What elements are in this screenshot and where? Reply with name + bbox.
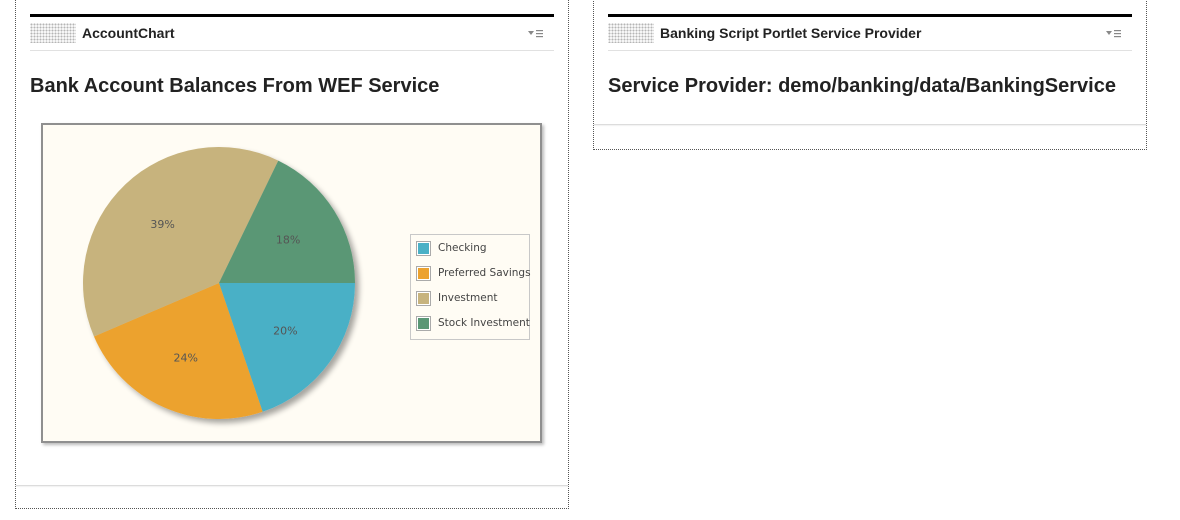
menu-icon[interactable]	[1106, 27, 1122, 39]
legend-label: Checking	[438, 242, 487, 254]
pie-slice-stock-investment[interactable]	[219, 160, 355, 283]
service-provider-heading: Service Provider: demo/banking/data/Bank…	[608, 75, 1116, 97]
portlet-footer-divider	[594, 124, 1146, 125]
account-chart-portlet-frame: AccountChart Bank Account Balances From …	[15, 0, 569, 509]
portlet-footer-divider	[16, 485, 568, 486]
portlet-title: Banking Script Portlet Service Provider	[660, 25, 922, 41]
legend-label: Preferred Savings	[438, 267, 531, 279]
drag-handle-icon[interactable]	[30, 23, 76, 43]
legend-swatch	[416, 316, 431, 331]
legend-label: Stock Investment	[438, 317, 530, 329]
account-chart-portlet: AccountChart Bank Account Balances From …	[30, 14, 554, 97]
legend-swatch	[416, 241, 431, 256]
pie-slice-label: 39%	[150, 218, 174, 231]
chart-legend: Checking Preferred Savings Investment Stock…	[410, 234, 531, 340]
pie-slice-label: 24%	[174, 352, 198, 365]
legend-label: Investment	[438, 292, 498, 304]
page-heading: Bank Account Balances From WEF Service	[30, 75, 440, 97]
pie-slice-label: 18%	[276, 234, 300, 247]
service-provider-portlet: Banking Script Portlet Service Provider …	[608, 14, 1132, 97]
menu-icon[interactable]	[528, 27, 544, 39]
pie-slice-checking[interactable]	[219, 283, 355, 412]
drag-handle-icon[interactable]	[608, 23, 654, 43]
legend-swatch	[416, 266, 431, 281]
portlet-header: Banking Script Portlet Service Provider	[608, 17, 1132, 51]
pie-chart-svg: 20% 24% 39% 18%	[83, 147, 355, 419]
portlet-title: AccountChart	[82, 25, 175, 41]
portlet-header: AccountChart	[30, 17, 554, 51]
pie-slice-label: 20%	[273, 325, 297, 338]
pie-slice-investment[interactable]	[83, 147, 279, 337]
legend-item[interactable]: Stock Investment	[411, 312, 530, 337]
service-provider-portlet-frame: Banking Script Portlet Service Provider …	[593, 0, 1147, 150]
pie-chart: 20% 24% 39% 18% Checking Preferred Savings In…	[41, 123, 542, 443]
legend-item[interactable]: Investment	[411, 287, 529, 312]
pie-slice-preferred-savings[interactable]	[93, 283, 263, 419]
legend-swatch	[416, 291, 431, 306]
legend-item[interactable]: Preferred Savings	[411, 262, 531, 287]
legend-item[interactable]: Checking	[411, 237, 529, 262]
